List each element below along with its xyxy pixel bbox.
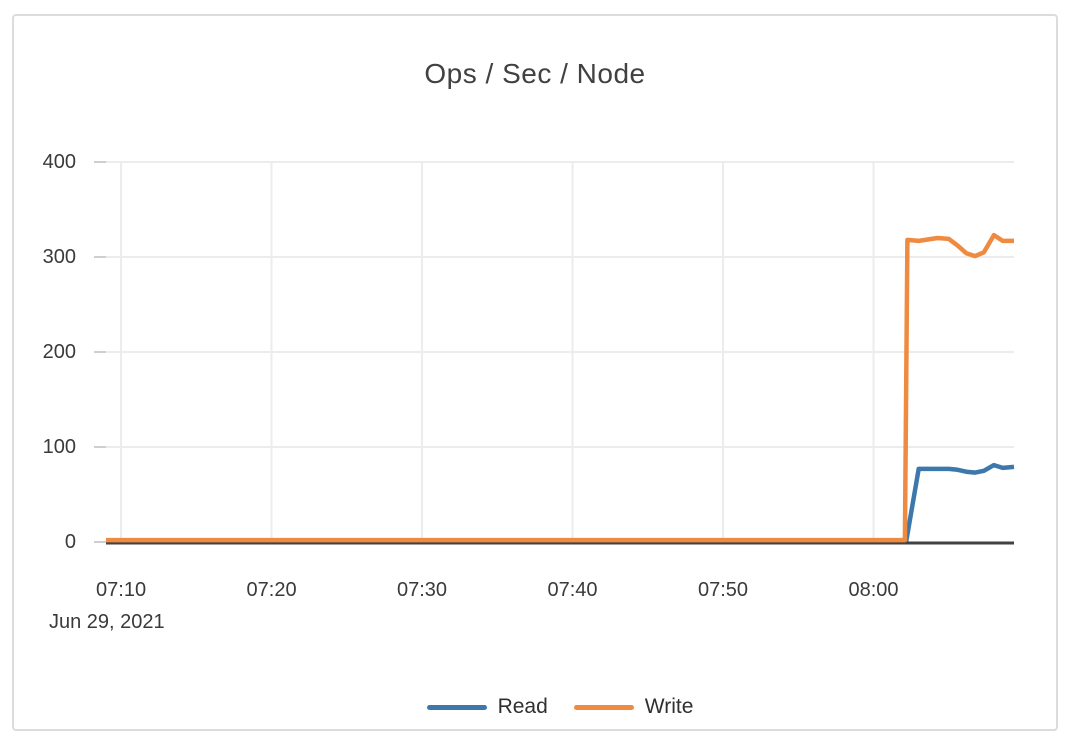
write-line-swatch xyxy=(573,704,634,710)
write-series-line xyxy=(106,232,1014,543)
chart-title: Ops / Sec / Node xyxy=(424,58,646,89)
read-line-swatch xyxy=(426,704,487,710)
x-tick-label: 08:00 xyxy=(849,579,899,601)
x-tick-label: 07:50 xyxy=(698,579,748,601)
read-series-line xyxy=(106,462,1015,545)
x-tick-label: 07:10 xyxy=(96,579,146,601)
legend-item-read[interactable]: Read xyxy=(426,695,548,719)
chart-card: Ops / Sec / Node 0 100 200 300 400 07:10 07:20… xyxy=(12,14,1058,731)
x-tick-label: 07:30 xyxy=(397,579,447,601)
x-tick-label: 07:40 xyxy=(548,579,598,601)
legend-label-write: Write xyxy=(644,695,694,718)
legend-item-write[interactable]: Write xyxy=(573,695,694,719)
x-tick-label: 07:20 xyxy=(247,579,297,601)
y-tick-label: 0 xyxy=(65,531,76,553)
y-tick-label: 400 xyxy=(43,151,76,173)
legend-label-read: Read xyxy=(497,695,548,718)
y-tick-label: 200 xyxy=(43,341,76,363)
y-tick-label: 300 xyxy=(43,246,76,268)
chart-plot-area[interactable]: 0 100 200 300 400 07:10 07:20 07:30 07:40 07:50 08… xyxy=(14,16,1056,729)
legend: Read Write xyxy=(106,692,1014,722)
y-tick-label: 100 xyxy=(43,436,76,458)
x-axis-date-label: Jun 29, 2021 xyxy=(49,611,165,633)
